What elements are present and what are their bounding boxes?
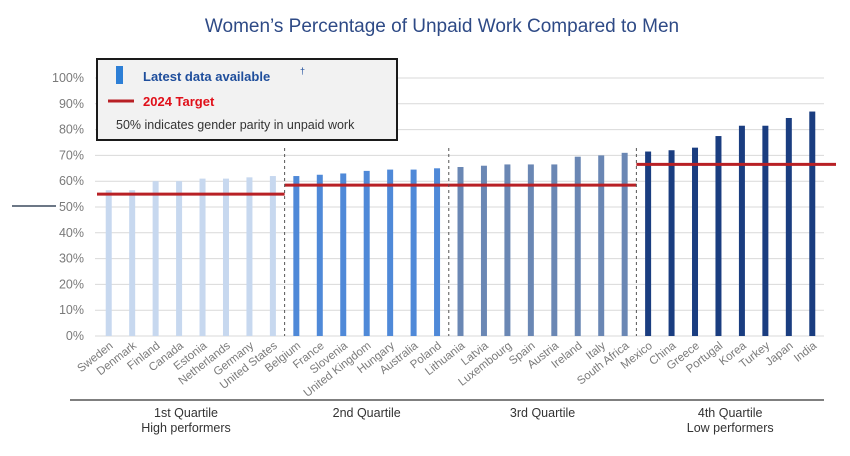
bar-united-states (269, 176, 276, 336)
y-tick-label: 60% (59, 174, 84, 188)
y-tick-label: 40% (59, 226, 84, 240)
bar-netherlands (222, 178, 229, 336)
bar-sweden (105, 190, 112, 336)
x-axis-labels: SwedenDenmarkFinlandCanadaEstoniaNetherl… (75, 340, 819, 400)
bar-canada (176, 181, 183, 336)
bar-mexico (645, 151, 652, 336)
bar-portugal (715, 136, 722, 336)
bar-south-africa (621, 152, 628, 336)
bar-greece (692, 147, 699, 336)
y-tick-label: 100% (52, 71, 84, 85)
y-tick-label: 70% (59, 148, 84, 162)
chart-title: Women’s Percentage of Unpaid Work Compar… (205, 16, 679, 37)
bar-united-kingdom (363, 170, 370, 336)
bar-belgium (293, 176, 300, 336)
bar-australia (410, 169, 417, 336)
bar-hungary (387, 169, 394, 336)
quartile-sublabel: Low performers (687, 421, 774, 435)
bar-slovenia (340, 173, 347, 336)
target-lines (97, 162, 836, 196)
bar-germany (246, 177, 253, 336)
legend-box (96, 58, 398, 141)
legend-latest-mark: † (300, 66, 305, 76)
quartile-label: 4th Quartile (698, 406, 763, 420)
y-tick-label: 30% (59, 252, 84, 266)
bar-latvia (480, 165, 487, 336)
quartile-label: 2nd Quartile (333, 406, 401, 420)
bar-italy (598, 155, 605, 336)
bar-denmark (129, 190, 136, 336)
bar-france (316, 174, 323, 336)
x-tick-label: India (792, 340, 820, 365)
bar-india (809, 111, 816, 336)
quartile-sublabel: High performers (141, 421, 231, 435)
bar-turkey (762, 125, 769, 336)
bar-japan (785, 117, 792, 337)
bar-ireland (574, 156, 581, 336)
bar-poland (434, 168, 441, 336)
y-tick-label: 10% (59, 303, 84, 317)
bar-spain (527, 164, 534, 336)
quartile-label: 3rd Quartile (510, 406, 575, 420)
bars (105, 111, 816, 337)
bar-korea (738, 125, 745, 336)
x-tick-label: Japan (764, 340, 796, 369)
y-tick-label: 80% (59, 123, 84, 137)
bar-austria (551, 164, 558, 336)
legend-latest-label: Latest data available (143, 69, 270, 84)
y-tick-label: 20% (59, 277, 84, 291)
y-tick-label: 90% (59, 97, 84, 111)
legend-latest-swatch (116, 66, 123, 84)
bar-lithuania (457, 167, 464, 336)
legend: Latest data available † 2024 Target 50% … (96, 58, 398, 141)
legend-note: 50% indicates gender parity in unpaid wo… (116, 118, 355, 132)
bar-china (668, 150, 675, 336)
bar-estonia (199, 178, 206, 336)
legend-target-label: 2024 Target (143, 94, 215, 109)
quartile-label: 1st Quartile (154, 406, 218, 420)
quartile-dividers (284, 148, 637, 336)
y-tick-label: 50% (59, 200, 84, 214)
y-axis: 0% 10% 20% 30% 40% 50% 60% 70% 80% 90% 100% (52, 71, 84, 343)
y-tick-label: 0% (66, 329, 84, 343)
bar-luxembourg (504, 164, 511, 336)
bar-finland (152, 181, 159, 336)
